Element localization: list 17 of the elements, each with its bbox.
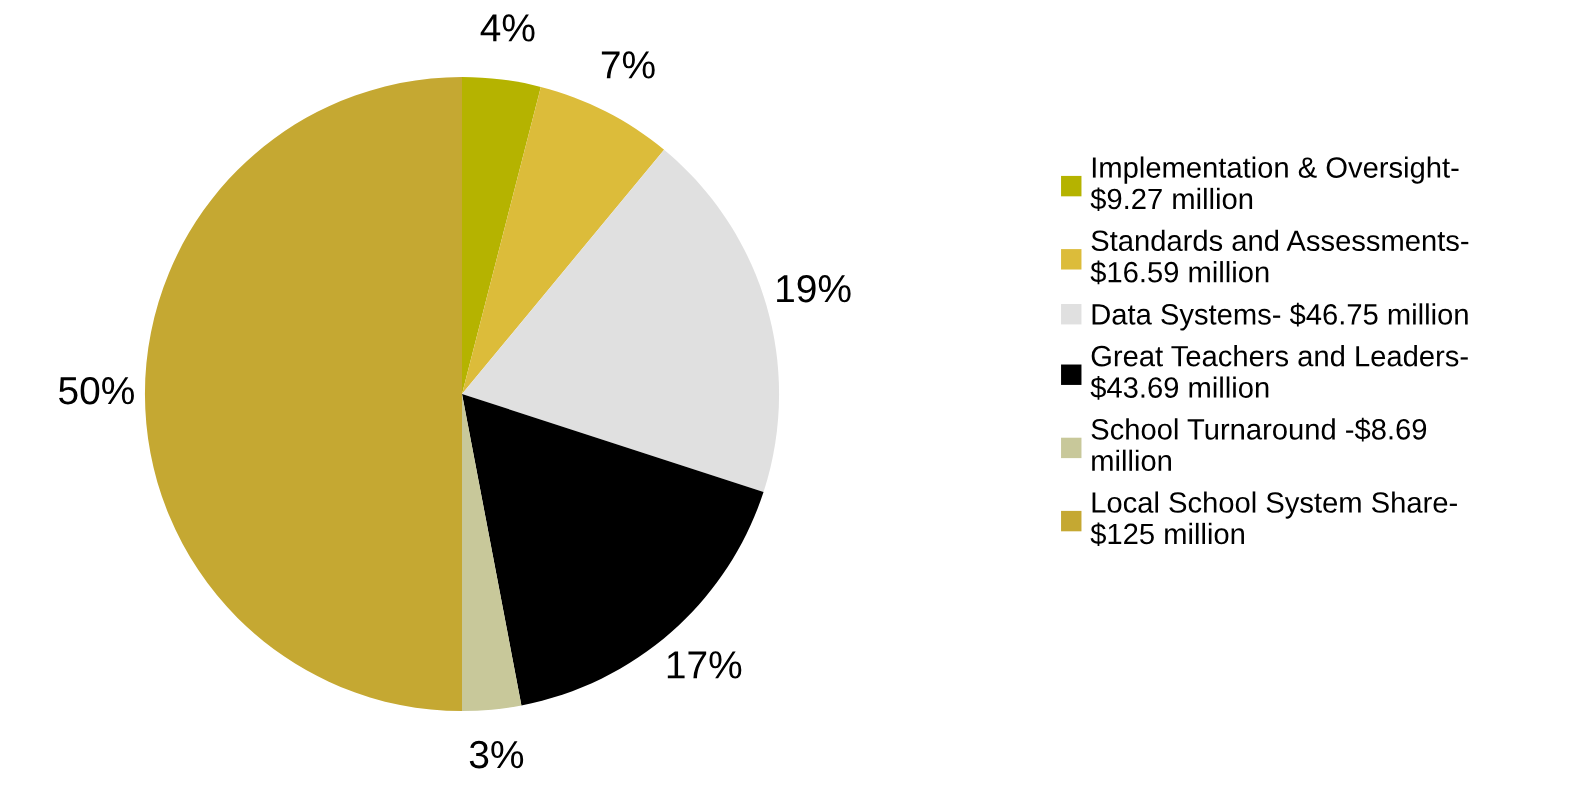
data-label: 19% — [777, 274, 851, 303]
pie-slice — [462, 394, 522, 712]
legend-label: Implementation & Oversight- $9.27 million — [1090, 156, 1459, 212]
legend-label: Standards and Assessments- $16.59 million — [1090, 229, 1469, 285]
legend-label: Great Teachers and Leaders- $43.69 million — [1090, 345, 1468, 400]
legend-label: School Turnaround -$8.69 million — [1091, 417, 1427, 472]
pie-slice — [462, 86, 665, 394]
data-label: 17% — [667, 651, 742, 679]
data-label: 50% — [59, 376, 134, 405]
data-label: 7% — [601, 51, 655, 79]
data-label: 3% — [469, 740, 524, 769]
legend-label: Data Systems- $46.75 million — [1092, 302, 1468, 331]
pie-slice — [462, 394, 764, 706]
pie-slice — [462, 76, 541, 394]
legend-label: Local School System Share- $125 million — [1090, 491, 1457, 547]
data-label: 4% — [480, 14, 535, 42]
pie-slice — [144, 76, 462, 712]
